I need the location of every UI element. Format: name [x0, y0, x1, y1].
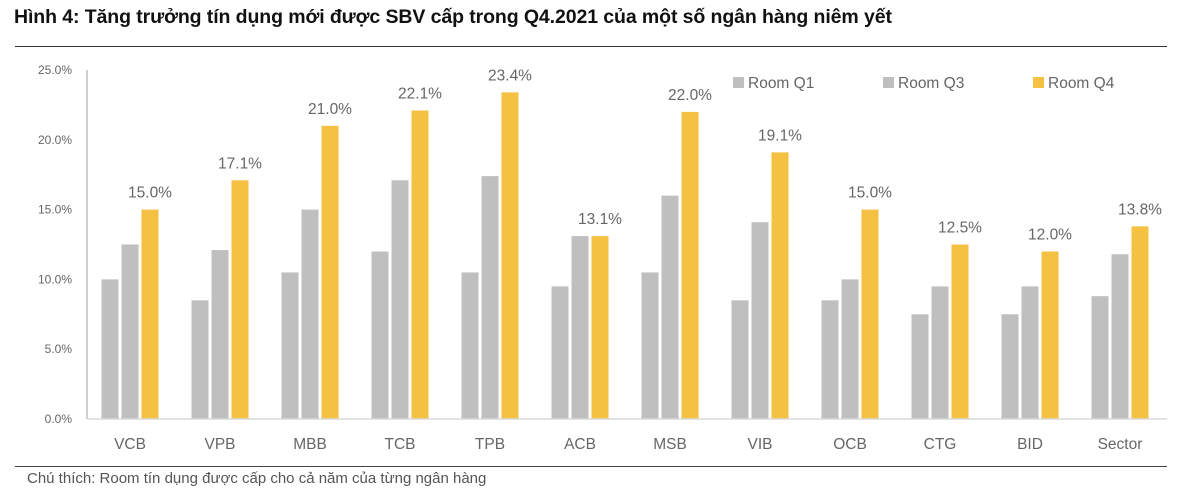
data-label-mbb: 21.0% [308, 101, 352, 118]
bar-room-q3-mbb [301, 209, 319, 419]
bar-room-q1-msb [641, 272, 659, 419]
bar-room-q1-tpb [461, 272, 479, 419]
bar-room-q1-tcb [371, 251, 389, 419]
data-label-ctg: 12.5% [938, 220, 982, 237]
x-tick-label: ACB [564, 436, 596, 453]
data-labels: 15.0% 17.1% 21.0% 22.1% 23.4% 13.1% 22.0% 19.1%… [128, 67, 1162, 243]
legend-label: Room Q1 [748, 75, 814, 92]
x-tick-label: TCB [385, 436, 416, 453]
legend-swatch-room-q3 [883, 77, 894, 88]
bar-room-q4-ocb [861, 209, 879, 419]
bar-room-q1-bid [1001, 314, 1019, 419]
bar-room-q1-mbb [281, 272, 299, 419]
x-tick-label: BID [1017, 436, 1043, 453]
bars [101, 92, 1149, 419]
x-tick-label: Sector [1098, 436, 1143, 453]
data-label-acb: 13.1% [578, 211, 622, 228]
data-label-tcb: 22.1% [398, 85, 442, 102]
y-tick-label: 0.0% [45, 412, 73, 426]
x-tick-label: CTG [924, 436, 957, 453]
x-axis-labels: VCB VPB MBB TCB TPB ACB MSB VIB OCB CTG BID Sector [114, 436, 1142, 453]
footer-divider [15, 466, 1167, 467]
data-label-vib: 19.1% [758, 127, 802, 144]
bar-room-q3-acb [571, 236, 589, 419]
x-tick-label: MSB [653, 436, 687, 453]
legend-label: Room Q3 [898, 75, 964, 92]
bar-room-q4-bid [1041, 251, 1059, 419]
bar-room-q4-tpb [501, 92, 519, 419]
bar-room-q4-vpb [231, 180, 249, 419]
bar-room-q3-sector [1111, 254, 1129, 419]
bar-room-q1-sector [1091, 296, 1109, 419]
y-tick-label: 15.0% [38, 203, 72, 217]
y-axis-ticks: 0.0% 5.0% 10.0% 15.0% 20.0% 25.0% [38, 63, 72, 426]
bar-room-q3-tpb [481, 176, 499, 419]
bar-room-q1-vpb [191, 300, 209, 419]
bar-room-q3-msb [661, 195, 679, 419]
data-label-tpb: 23.4% [488, 67, 532, 84]
bar-room-q4-mbb [321, 125, 339, 419]
x-tick-label: VPB [204, 436, 235, 453]
bar-room-q1-acb [551, 286, 569, 419]
title-divider [15, 46, 1167, 47]
bar-room-q3-vpb [211, 250, 229, 419]
footnote: Chú thích: Room tín dụng được cấp cho cả… [27, 470, 487, 487]
bar-room-q4-msb [681, 111, 699, 419]
bar-room-q4-sector [1131, 226, 1149, 419]
legend: Room Q1 Room Q3 Room Q4 [733, 75, 1115, 92]
x-tick-label: TPB [475, 436, 505, 453]
data-label-vcb: 15.0% [128, 185, 172, 202]
bar-room-q3-ctg [931, 286, 949, 419]
bar-room-q4-acb [591, 236, 609, 419]
data-label-ocb: 15.0% [848, 185, 892, 202]
y-tick-label: 5.0% [45, 342, 73, 356]
x-tick-label: OCB [833, 436, 867, 453]
x-tick-label: VCB [114, 436, 146, 453]
bar-room-q3-bid [1021, 286, 1039, 419]
bar-room-q3-vcb [121, 244, 139, 419]
legend-swatch-room-q4 [1033, 77, 1044, 88]
bar-room-q4-vcb [141, 209, 159, 419]
y-tick-label: 25.0% [38, 63, 72, 77]
data-label-vpb: 17.1% [218, 155, 262, 172]
bar-room-q4-tcb [411, 110, 429, 419]
figure-title: Hình 4: Tăng trưởng tín dụng mới được SB… [14, 6, 892, 28]
y-tick-label: 10.0% [38, 272, 72, 286]
data-label-bid: 12.0% [1028, 226, 1072, 243]
x-tick-label: VIB [748, 436, 773, 453]
bar-room-q4-vib [771, 152, 789, 419]
x-tick-label: MBB [293, 436, 327, 453]
legend-swatch-room-q1 [733, 77, 744, 88]
y-tick-label: 20.0% [38, 133, 72, 147]
data-label-msb: 22.0% [668, 87, 712, 104]
bar-room-q1-ocb [821, 300, 839, 419]
bar-room-q3-ocb [841, 279, 859, 419]
legend-label: Room Q4 [1048, 75, 1115, 92]
bar-room-q1-vcb [101, 279, 119, 419]
bar-room-q4-ctg [951, 244, 969, 419]
bar-room-q1-ctg [911, 314, 929, 419]
data-label-sector: 13.8% [1118, 201, 1162, 218]
bar-room-q3-vib [751, 222, 769, 419]
bar-room-q3-tcb [391, 180, 409, 419]
bar-room-q1-vib [731, 300, 749, 419]
